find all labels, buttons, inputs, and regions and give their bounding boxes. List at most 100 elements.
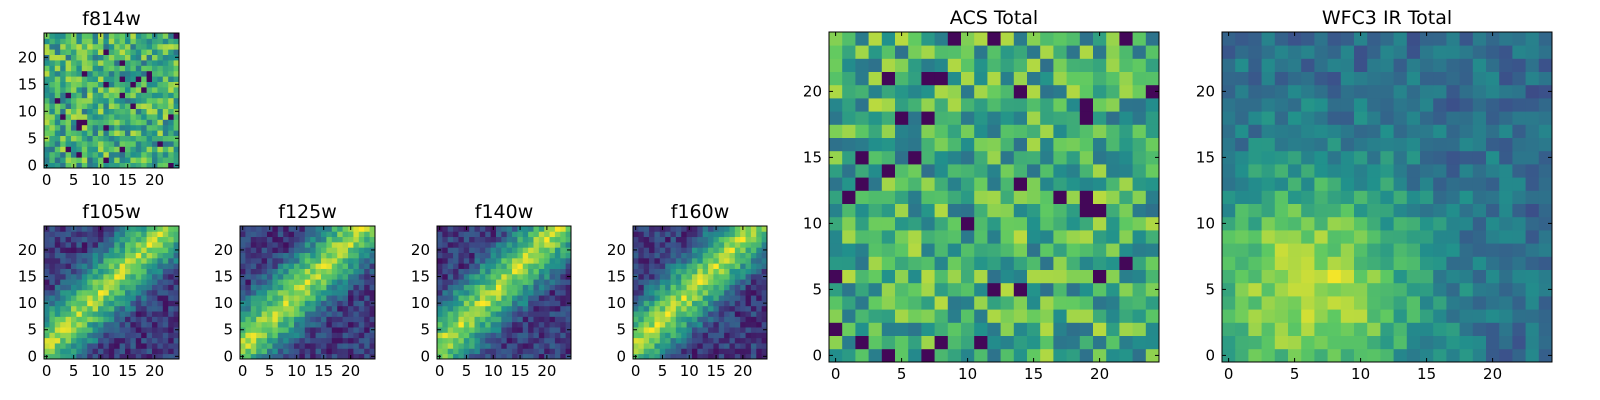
heatmap-cell (299, 305, 306, 312)
heatmap-cell (304, 295, 311, 301)
heatmap-cell (326, 268, 333, 275)
heatmap-cell (740, 311, 746, 317)
heatmap-cell (1433, 335, 1447, 350)
heatmap-cell (261, 247, 268, 253)
heatmap-cell (81, 295, 88, 301)
heatmap-cell (353, 327, 360, 333)
heatmap-cell (146, 263, 153, 269)
heatmap-cell (1525, 84, 1540, 99)
heatmap-cell (65, 257, 72, 264)
heatmap-cell (1301, 150, 1315, 165)
heatmap-cell (130, 337, 137, 344)
heatmap-cell (135, 119, 142, 126)
heatmap-cell (1367, 111, 1381, 125)
heatmap-cell (331, 289, 338, 296)
heatmap-cell (130, 130, 137, 136)
heatmap-cell (141, 247, 147, 253)
heatmap-cell (745, 252, 752, 259)
heatmap-cell (895, 203, 909, 218)
heatmap-cell (729, 343, 736, 349)
heatmap-cell (1145, 335, 1160, 350)
heatmap-cell (1093, 296, 1107, 310)
heatmap-cell (1040, 256, 1054, 270)
heatmap-cell (369, 348, 376, 355)
heatmap-cell (162, 316, 169, 323)
heatmap-cell (1040, 32, 1054, 46)
heatmap-cell (1261, 58, 1276, 72)
heatmap-cell (908, 71, 922, 86)
heatmap-cell (119, 273, 126, 280)
heatmap-cell (288, 257, 295, 264)
heatmap-cell (756, 343, 763, 349)
heatmap-cell (756, 252, 763, 259)
heatmap-cell (734, 241, 741, 248)
heatmap-cell (1406, 203, 1421, 218)
heatmap-cell (168, 300, 174, 307)
heatmap-cell (135, 60, 142, 66)
heatmap-cell (326, 247, 333, 253)
heatmap-cell (98, 146, 104, 153)
heatmap-cell (1433, 164, 1447, 178)
heatmap-cell (974, 124, 988, 138)
heatmap-cell (1248, 243, 1262, 257)
heatmap-cell (1393, 282, 1408, 297)
heatmap-cell (1000, 150, 1015, 165)
heatmap-cell (560, 284, 567, 291)
heatmap-cell (638, 305, 645, 312)
heatmap-cell (681, 284, 687, 291)
heatmap-cell (358, 263, 365, 269)
heatmap-cell (1235, 282, 1249, 297)
heatmap-cell (168, 92, 174, 99)
heatmap-cell (98, 348, 104, 355)
heatmap-cell (49, 103, 56, 109)
heatmap-cell (44, 60, 50, 66)
heatmap-cell (1380, 71, 1394, 86)
heatmap-cell (1013, 190, 1028, 204)
heatmap-cell (87, 343, 93, 349)
heatmap-cell (479, 348, 486, 355)
heatmap-cell (108, 70, 115, 77)
heatmap-cell (895, 137, 909, 152)
heatmap-cell (1420, 335, 1434, 350)
heatmap-cell (1538, 348, 1553, 363)
heatmap-cell (1288, 335, 1302, 350)
heatmap-cell (1000, 216, 1015, 231)
axes-frame (632, 225, 768, 360)
heatmap-cell (1066, 335, 1081, 350)
heatmap-cell (659, 231, 666, 238)
heatmap-cell (1248, 322, 1262, 336)
heatmap-cell (665, 284, 671, 291)
heatmap-cell (855, 164, 869, 178)
heatmap-cell (1288, 190, 1302, 204)
heatmap-cell (974, 203, 988, 218)
heatmap-cell (1472, 164, 1487, 178)
heatmap-cell (256, 241, 262, 248)
heatmap-cell (60, 146, 66, 153)
heatmap-cell (135, 321, 142, 328)
heatmap-cell (691, 252, 698, 259)
heatmap-cell (490, 268, 497, 275)
heatmap-cell (512, 327, 518, 333)
heatmap-cell (157, 146, 164, 153)
heatmap-cell (162, 43, 169, 50)
heatmap-cell (348, 348, 354, 355)
heatmap-cell (681, 321, 687, 328)
heatmap-cell (1525, 256, 1540, 270)
heatmap-cell (152, 81, 158, 88)
heatmap-cell (1472, 269, 1487, 284)
heatmap-cell (294, 316, 300, 323)
heatmap-cell (92, 70, 99, 77)
heatmap-cell (756, 348, 763, 355)
heatmap-cell (533, 236, 540, 243)
heatmap-cell (108, 114, 115, 120)
heatmap-cell (92, 247, 99, 253)
heatmap-cell (130, 316, 137, 323)
heatmap-cell (633, 316, 639, 323)
heatmap-cell (135, 236, 142, 243)
heatmap-cell (141, 146, 147, 153)
heatmap-cell (681, 231, 687, 238)
heatmap-cell (718, 257, 725, 264)
heatmap-cell (130, 146, 137, 153)
heatmap-cell (1235, 296, 1249, 310)
heatmap-cell (479, 273, 486, 280)
